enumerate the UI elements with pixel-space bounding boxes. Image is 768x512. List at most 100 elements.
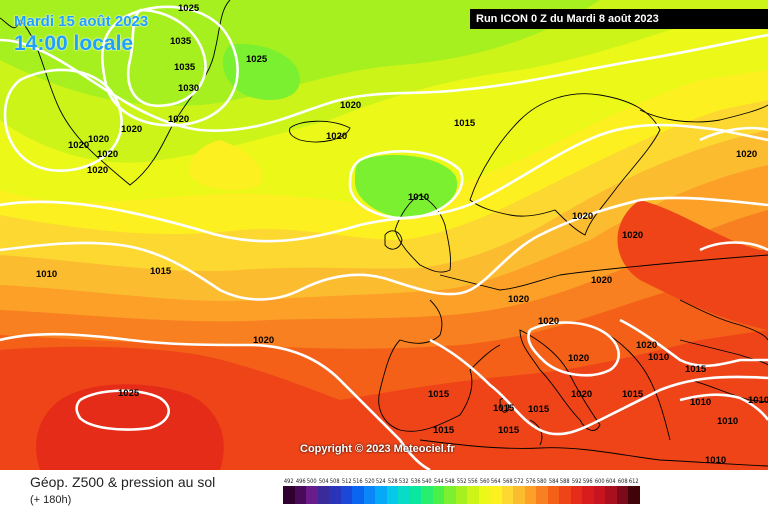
isobar-label: 1015 <box>622 389 644 400</box>
coastlines <box>0 0 768 467</box>
isobar-label: 1020 <box>326 131 347 142</box>
legend-step: 560 <box>478 478 490 506</box>
isobar-1020-ne <box>699 241 768 252</box>
legend-step: 608 <box>616 478 628 506</box>
legend-step: 596 <box>582 478 594 506</box>
legend-swatch <box>513 486 525 504</box>
legend-value: 544 <box>433 478 444 485</box>
legend-value: 528 <box>387 478 398 485</box>
field-band-544-patch <box>222 44 300 100</box>
legend-step: 552 <box>455 478 467 506</box>
legend-swatch <box>363 486 375 504</box>
isobar-label: 1010 <box>690 397 711 408</box>
legend-swatch <box>306 486 318 504</box>
black-sea-south <box>679 339 768 366</box>
legend-value: 536 <box>410 478 421 485</box>
isobar-label: 1015 <box>428 389 450 400</box>
legend-value: 516 <box>352 478 363 485</box>
legend-value: 508 <box>329 478 340 485</box>
great-britain <box>394 194 451 273</box>
legend-value: 556 <box>467 478 478 485</box>
isobar-label: 1020 <box>736 149 757 160</box>
legend-step: 536 <box>409 478 421 506</box>
legend-value: 504 <box>318 478 329 485</box>
model-run-info: Run ICON 0 Z du Mardi 8 août 2023 <box>470 9 768 29</box>
legend-swatch <box>570 486 582 504</box>
isobar-label: 1020 <box>636 340 657 351</box>
legend-step: 564 <box>490 478 502 506</box>
legend-step: 600 <box>593 478 605 506</box>
legend-step: 580 <box>536 478 548 506</box>
isobar-label: 1020 <box>622 230 643 241</box>
legend-value: 492 <box>283 478 294 485</box>
legend-swatch <box>432 486 444 504</box>
isobar-label: 1020 <box>87 165 108 176</box>
isobar-label: 1020 <box>121 124 142 135</box>
copyright-notice: Copyright © 2023 Meteociel.fr <box>300 443 455 455</box>
isobar-label: 1010 <box>717 416 738 427</box>
iceland <box>289 120 351 143</box>
legend-step: 528 <box>386 478 398 506</box>
black-sea-north <box>679 299 768 341</box>
greenland-coast <box>19 0 231 186</box>
legend-swatch <box>616 486 628 504</box>
north-africa-coast <box>419 439 768 467</box>
greenland-west <box>0 17 21 29</box>
legend-step: 588 <box>559 478 571 506</box>
finland-russia <box>639 104 768 123</box>
italy <box>519 329 601 431</box>
isobars <box>0 5 768 470</box>
legend-value: 532 <box>398 478 409 485</box>
isobar-label: 1020 <box>508 294 529 305</box>
legend-step: 592 <box>570 478 582 506</box>
legend-step: 520 <box>363 478 375 506</box>
legend-value: 576 <box>525 478 536 485</box>
isobar-1020-north <box>0 33 768 132</box>
legend-step: 548 <box>444 478 456 506</box>
isobar-label: 1020 <box>168 114 189 125</box>
isobar-1020-south <box>0 332 431 470</box>
isobar-label: 1010 <box>36 269 57 280</box>
isobar-label: 1010 <box>648 352 669 363</box>
isobar-label: 1020 <box>68 140 89 151</box>
isobar-label: 1035 <box>174 62 196 73</box>
legend-step: 544 <box>432 478 444 506</box>
isobar-label: 1020 <box>88 134 109 145</box>
isobar-1010 <box>348 150 464 220</box>
isobar-label: 1020 <box>572 211 593 222</box>
isobar-label: 1015 <box>685 364 707 375</box>
legend-step: 612 <box>628 478 640 506</box>
legend-swatch <box>582 486 594 504</box>
isobar-label: 1015 <box>493 403 515 414</box>
legend-swatch <box>421 486 433 504</box>
legend-step: 516 <box>352 478 364 506</box>
isobar-label: 1020 <box>340 100 361 111</box>
legend-value: 568 <box>502 478 513 485</box>
legend-step: 496 <box>294 478 306 506</box>
legend-value: 600 <box>594 478 605 485</box>
isobar-label: 1015 <box>433 425 455 436</box>
legend-step: 512 <box>340 478 352 506</box>
legend-value: 588 <box>559 478 570 485</box>
forecast-local-time: 14:00 locale <box>14 32 134 55</box>
legend-value: 592 <box>571 478 582 485</box>
legend-value: 584 <box>548 478 559 485</box>
legend-step: 556 <box>467 478 479 506</box>
legend-swatch <box>398 486 410 504</box>
iberia-france <box>378 299 501 432</box>
legend-value: 496 <box>295 478 306 485</box>
forecast-lead-time: (+ 180h) <box>30 494 72 506</box>
isobar-1015-south <box>429 338 768 436</box>
scandinavia <box>469 93 661 236</box>
field-band-588-east <box>617 200 768 330</box>
isobar-label: 1020 <box>253 335 274 346</box>
legend-value: 548 <box>444 478 455 485</box>
north-europe-coast <box>439 254 768 291</box>
legend-swatch <box>340 486 352 504</box>
legend-step: 492 <box>283 478 295 506</box>
isobar-label: 1010 <box>408 192 429 203</box>
legend-swatch <box>375 486 387 504</box>
legend-swatch <box>501 486 513 504</box>
isobar-1035 <box>126 8 207 108</box>
legend-swatch <box>409 486 421 504</box>
